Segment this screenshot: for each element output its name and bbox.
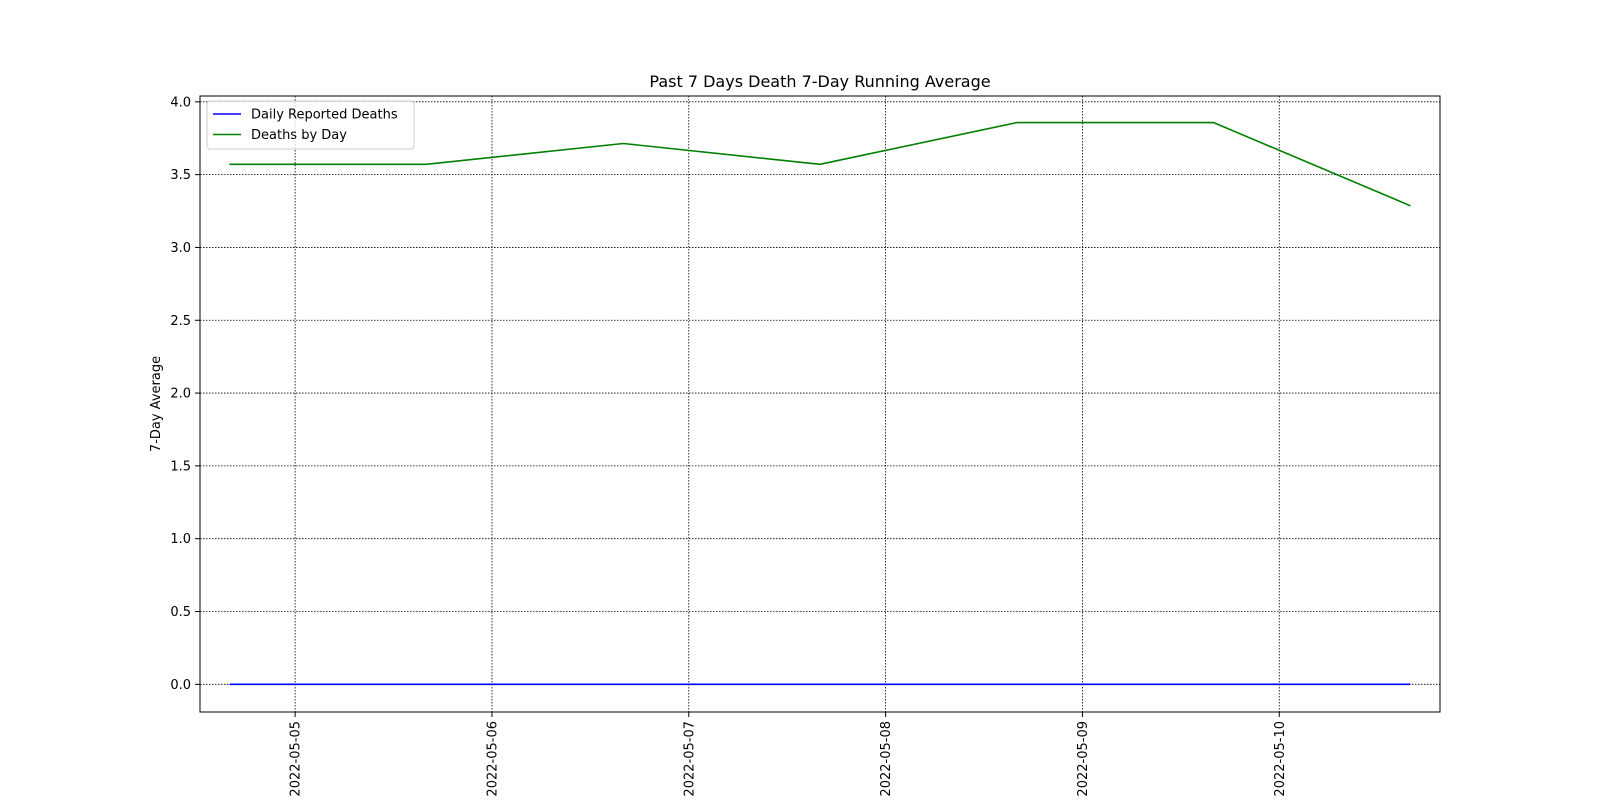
y-tick-label: 2.0 — [170, 387, 191, 402]
legend-label: Daily Reported Deaths — [251, 108, 398, 123]
series-layer — [229, 121, 1411, 686]
y-tick-label: 2.5 — [170, 314, 191, 329]
legend-box — [206, 100, 415, 150]
x-tick-label: 2022-05-06 — [485, 721, 500, 797]
plot-frame — [199, 95, 1441, 713]
x-tick-label: 2022-05-05 — [289, 721, 304, 797]
legend-label: Deaths by Day — [251, 128, 347, 143]
y-tick-label: 1.0 — [170, 532, 191, 547]
x-tick-label: 2022-05-08 — [879, 721, 894, 797]
y-tick-label: 3.0 — [170, 241, 191, 256]
y-tick-label: 3.5 — [170, 168, 191, 183]
x-tick-label: 2022-05-10 — [1273, 721, 1288, 797]
x-axis-ticks: 2022-05-05 2022-05-06 2022-05-07 2022-05-08… — [289, 712, 1288, 797]
y-tick-label: 4.0 — [170, 95, 191, 110]
series-line-2 — [229, 121, 1411, 207]
y-axis-ticks: 0.0 0.5 1.0 1.5 2.0 2.5 3.0 3.5 4.0 — [170, 95, 200, 693]
x-tick-label: 2022-05-09 — [1076, 721, 1091, 797]
y-tick-label: 0.0 — [170, 678, 191, 693]
y-tick-label: 0.5 — [170, 605, 191, 620]
y-axis-label: 7-Day Average — [149, 356, 164, 452]
legend: Daily Reported Deaths Deaths by Day — [206, 100, 415, 150]
x-tick-label: 2022-05-07 — [682, 721, 697, 797]
chart-title: Past 7 Days Death 7-Day Running Average — [649, 72, 990, 91]
y-tick-label: 1.5 — [170, 459, 191, 474]
